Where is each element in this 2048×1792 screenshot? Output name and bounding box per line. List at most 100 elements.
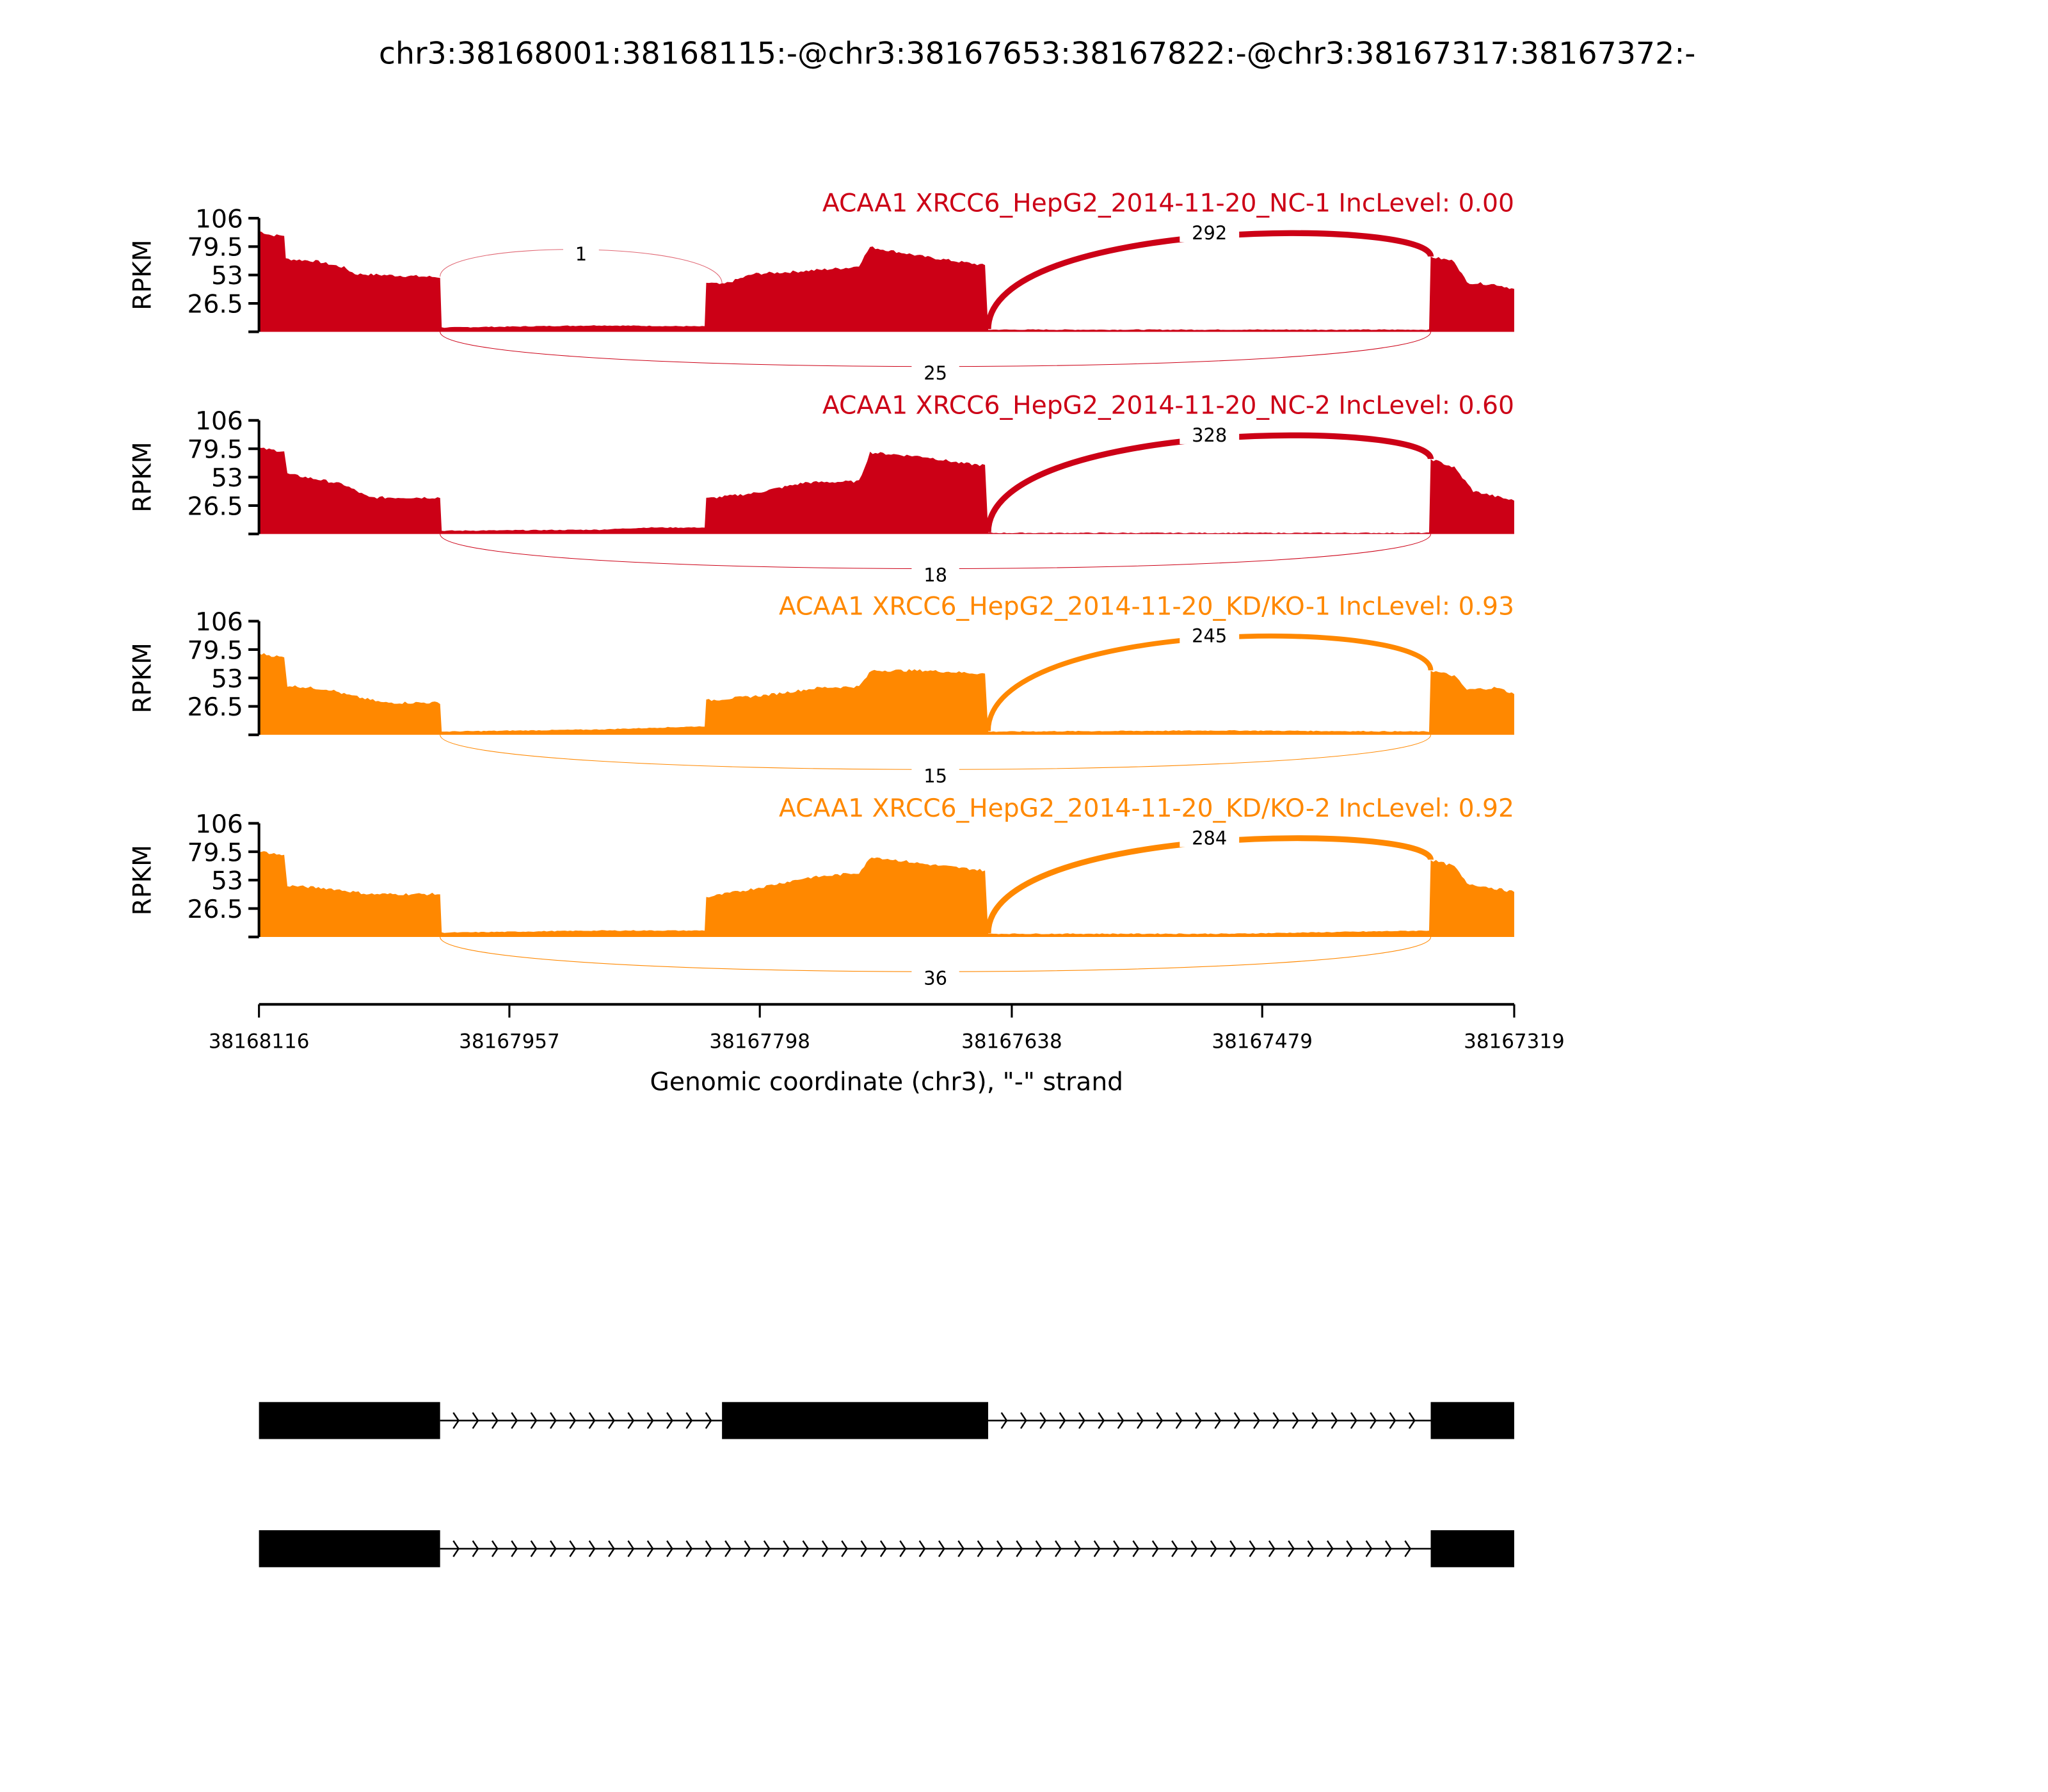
gene-models: [259, 1402, 1514, 1567]
x-tick-label: 38167798: [709, 1030, 810, 1053]
strand-arrow-icon: [1132, 1540, 1140, 1557]
strand-arrow-icon: [1389, 1412, 1396, 1429]
strand-arrow-icon: [1156, 1412, 1164, 1429]
y-tick-label: 106: [195, 205, 243, 234]
strand-arrow-icon: [1365, 1540, 1373, 1557]
strand-arrow-icon: [1233, 1412, 1241, 1429]
strand-arrow-icon: [1253, 1412, 1260, 1429]
strand-arrow-icon: [938, 1540, 945, 1557]
y-tick-label: 79.5: [188, 838, 243, 867]
strand-arrow-icon: [1350, 1412, 1357, 1429]
strand-arrow-icon: [1195, 1412, 1202, 1429]
strand-arrow-icon: [1000, 1412, 1008, 1429]
strand-arrow-icon: [1311, 1412, 1318, 1429]
strand-arrow-icon: [899, 1540, 907, 1557]
chart-title: chr3:38168001:38168115:-@chr3:38167653:3…: [379, 36, 1696, 71]
x-tick-label: 38167479: [1212, 1030, 1313, 1053]
strand-arrow-icon: [1039, 1412, 1047, 1429]
strand-arrow-icon: [1020, 1412, 1027, 1429]
y-tick-label: 53: [211, 464, 243, 493]
strand-arrow-icon: [530, 1540, 538, 1557]
panel-title: ACAA1 XRCC6_HepG2_2014-11-20_KD/KO-2 Inc…: [779, 794, 1514, 823]
y-tick-label: 106: [195, 608, 243, 637]
strand-arrow-icon: [646, 1412, 654, 1429]
junction-arc: [986, 633, 1434, 732]
exon-block: [1430, 1402, 1514, 1439]
y-tick-label: 106: [195, 407, 243, 436]
strand-arrow-icon: [1229, 1540, 1236, 1557]
junction-count-label: 36: [924, 967, 947, 989]
exon-block: [1430, 1530, 1514, 1567]
strand-arrow-icon: [957, 1540, 965, 1557]
y-axis-label: RPKM: [128, 845, 157, 915]
strand-arrow-icon: [1210, 1540, 1217, 1557]
strand-arrow-icon: [1249, 1540, 1256, 1557]
strand-arrow-icon: [763, 1540, 771, 1557]
strand-arrow-icon: [1370, 1412, 1377, 1429]
strand-arrow-icon: [1035, 1540, 1043, 1557]
strand-arrow-icon: [783, 1540, 790, 1557]
junction-count-label: 18: [924, 564, 947, 586]
strand-arrow-icon: [1098, 1412, 1105, 1429]
strand-arrow-icon: [608, 1540, 615, 1557]
x-axis: 38168116 38167957 38167798 38167638 38167479…: [209, 1003, 1565, 1053]
strand-arrow-icon: [1331, 1412, 1338, 1429]
junction-count-label: 15: [924, 765, 947, 787]
strand-arrow-icon: [685, 1540, 693, 1557]
strand-arrow-icon: [841, 1540, 849, 1557]
strand-arrow-icon: [627, 1412, 635, 1429]
strand-arrow-icon: [511, 1540, 518, 1557]
strand-arrow-icon: [977, 1540, 984, 1557]
y-tick-label: 53: [211, 262, 243, 291]
junction-count-label: 1: [575, 243, 587, 265]
strand-arrow-icon: [1214, 1412, 1222, 1429]
strand-arrow-icon: [685, 1412, 693, 1429]
strand-arrow-icon: [1093, 1540, 1101, 1557]
strand-arrow-icon: [627, 1540, 635, 1557]
strand-arrow-icon: [802, 1540, 810, 1557]
strand-arrow-icon: [608, 1412, 615, 1429]
strand-arrow-icon: [472, 1540, 479, 1557]
coverage-area: [259, 851, 1514, 937]
junction-label-bg: [911, 360, 959, 382]
strand-arrow-icon: [1074, 1540, 1082, 1557]
strand-arrow-icon: [472, 1412, 479, 1429]
y-tick-label: 26.5: [188, 895, 243, 924]
panel-title: ACAA1 XRCC6_HepG2_2014-11-20_KD/KO-1 Inc…: [779, 592, 1514, 621]
strand-arrow-icon: [1151, 1540, 1159, 1557]
strand-arrow-icon: [646, 1540, 654, 1557]
strand-arrow-icon: [491, 1540, 499, 1557]
x-tick-label: 38168116: [209, 1030, 310, 1053]
junction-count-label: 328: [1192, 424, 1227, 446]
junction-label-bg: [911, 764, 959, 785]
strand-arrow-icon: [1016, 1540, 1023, 1557]
strand-arrow-icon: [491, 1412, 499, 1429]
y-tick-label: 106: [195, 810, 243, 839]
strand-arrow-icon: [705, 1540, 712, 1557]
x-tick-label: 38167638: [961, 1030, 1062, 1053]
x-axis-label: Genomic coordinate (chr3), "-" strand: [650, 1068, 1123, 1096]
strand-arrow-icon: [1268, 1540, 1276, 1557]
exon-block: [259, 1402, 440, 1439]
y-axis-label: RPKM: [128, 643, 157, 713]
junction-label-bg: [1180, 221, 1240, 243]
strand-arrow-icon: [511, 1412, 518, 1429]
transcript-1: [259, 1402, 1514, 1439]
y-tick-label: 26.5: [188, 492, 243, 521]
strand-arrow-icon: [569, 1540, 577, 1557]
y-tick-label: 79.5: [188, 636, 243, 665]
strand-arrow-icon: [821, 1540, 829, 1557]
junction-label-bg: [1180, 826, 1240, 847]
exon-block: [722, 1402, 989, 1439]
strand-arrow-icon: [1117, 1412, 1124, 1429]
strand-arrow-icon: [1055, 1540, 1062, 1557]
strand-arrow-icon: [1384, 1540, 1392, 1557]
strand-arrow-icon: [1113, 1540, 1120, 1557]
y-tick-label: 79.5: [188, 234, 243, 262]
coverage-area: [259, 231, 1514, 332]
junction-arc: [985, 835, 1434, 934]
